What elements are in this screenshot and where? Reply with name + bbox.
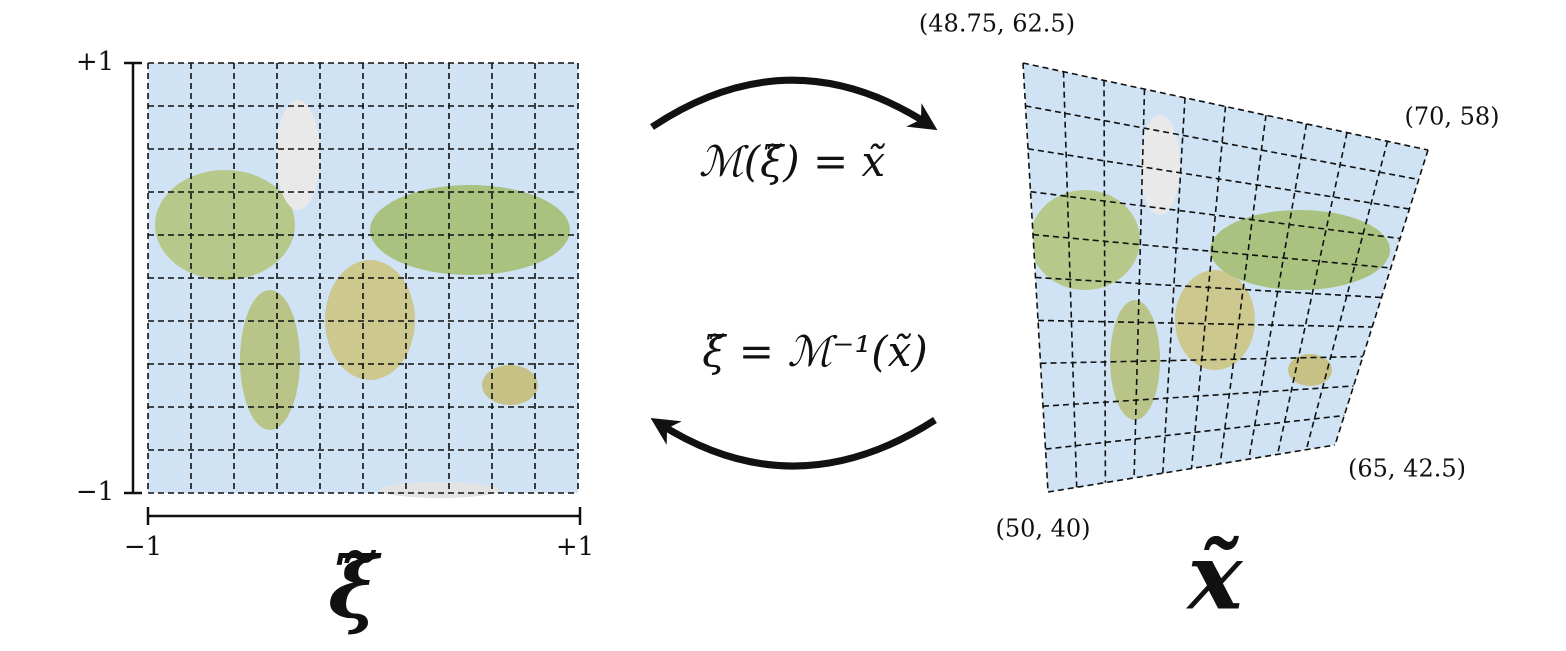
grid-line	[1030, 190, 1401, 240]
corner-label: (65, 42.5)	[1348, 455, 1466, 483]
grid-line	[1035, 276, 1382, 299]
y-bottom-label: −1	[76, 477, 114, 507]
grid-line	[1248, 123, 1308, 460]
grid-line	[1037, 319, 1373, 328]
x-left-label: −1	[124, 532, 162, 562]
left-symbol: ξ̃	[328, 538, 382, 637]
grid-line	[1305, 141, 1389, 450]
right-symbol: x̃	[1186, 523, 1244, 631]
forward-formula: ℳ(ξ̃) = x̃	[699, 137, 886, 186]
grid-line	[1162, 97, 1186, 474]
grid-line	[1219, 115, 1267, 464]
y-top-label: +1	[76, 47, 114, 77]
grid-line	[1334, 149, 1429, 446]
inverse-formula: ξ̃ = ℳ⁻¹(x̃)	[702, 327, 927, 376]
grid-line	[1103, 80, 1107, 483]
grid-line	[1042, 385, 1354, 407]
grid-line	[1040, 355, 1363, 365]
corner-label: (48.75, 62.5)	[919, 10, 1075, 38]
corner-label: (70, 58)	[1404, 103, 1499, 131]
corner-label: (50, 40)	[995, 515, 1090, 543]
grid-line	[1025, 105, 1419, 181]
right-grid	[1022, 62, 1429, 493]
grid-line	[1047, 444, 1336, 493]
right-map	[1023, 63, 1428, 492]
inverse-arrow	[650, 417, 937, 470]
grid-line	[1045, 414, 1345, 450]
forward-arrow	[650, 76, 938, 131]
x-right-label: +1	[556, 532, 594, 562]
grid-line	[1022, 62, 1429, 151]
left-axes	[124, 61, 582, 525]
grid-line	[1276, 132, 1348, 455]
left-grid	[147, 62, 579, 494]
